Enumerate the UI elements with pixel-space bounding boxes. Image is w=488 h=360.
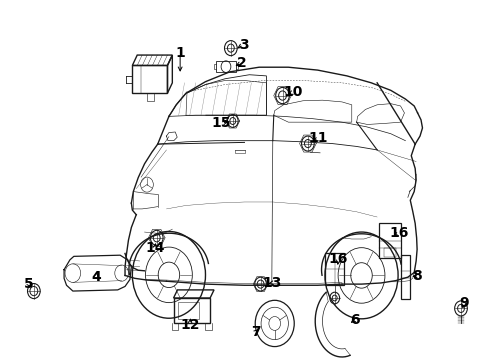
Bar — [216, 61, 235, 72]
Text: 4: 4 — [91, 270, 101, 284]
Text: 7: 7 — [251, 325, 261, 338]
Text: 13: 13 — [262, 276, 282, 290]
Text: 16: 16 — [389, 226, 408, 240]
Text: 5: 5 — [24, 277, 34, 291]
Text: 11: 11 — [308, 131, 328, 145]
Text: 15: 15 — [211, 116, 231, 130]
Text: 8: 8 — [411, 269, 421, 283]
Bar — [400, 255, 409, 298]
Text: 6: 6 — [349, 313, 359, 327]
Bar — [178, 302, 198, 319]
Text: 2: 2 — [236, 56, 246, 70]
Bar — [325, 253, 344, 285]
Text: 9: 9 — [458, 296, 468, 310]
Bar — [383, 248, 395, 257]
Bar — [173, 298, 210, 323]
Text: 16: 16 — [328, 252, 347, 266]
Text: 12: 12 — [180, 318, 199, 332]
Text: 14: 14 — [145, 241, 164, 255]
Text: 3: 3 — [238, 38, 248, 51]
Bar — [378, 224, 400, 258]
Text: 1: 1 — [175, 46, 184, 60]
Bar — [132, 66, 167, 93]
Text: 10: 10 — [283, 85, 303, 99]
